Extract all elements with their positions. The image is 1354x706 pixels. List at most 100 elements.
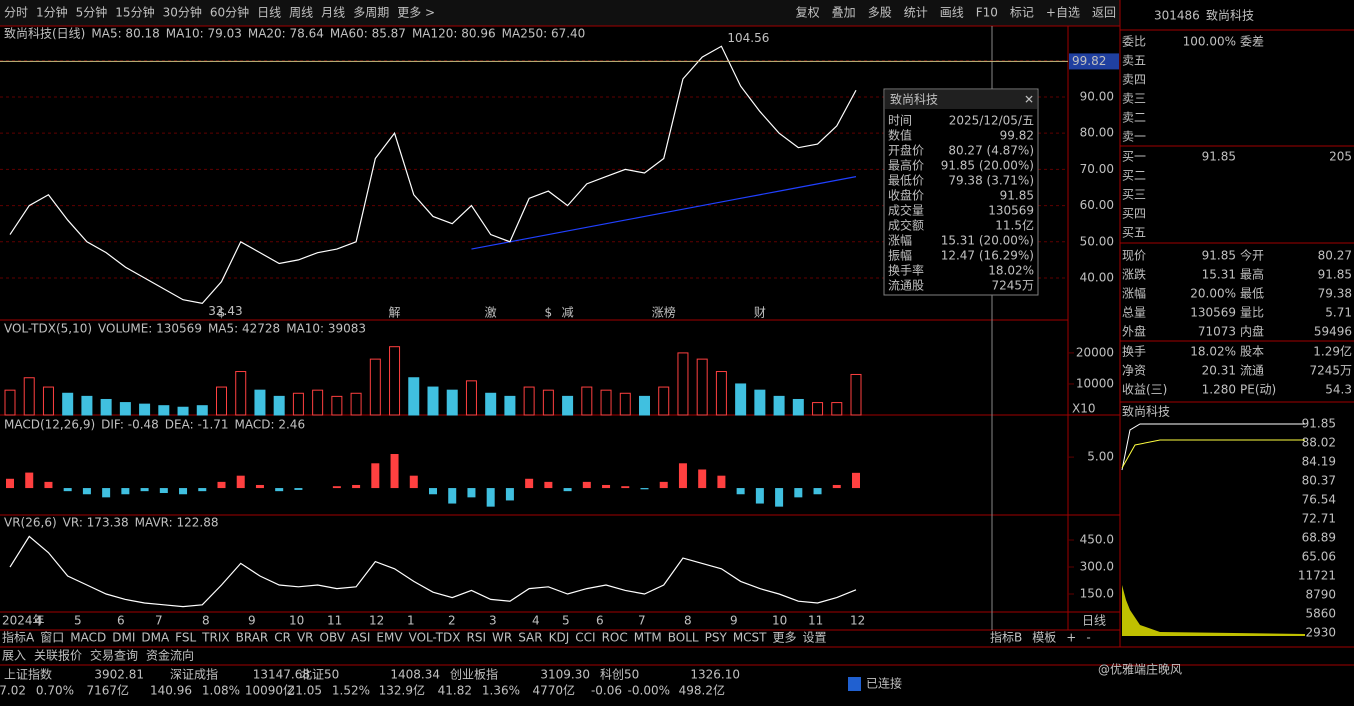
period-button[interactable]: 30分钟: [163, 5, 202, 20]
tab-button[interactable]: +: [1066, 631, 1076, 645]
y-tick-label: 300.0: [1080, 560, 1114, 574]
tool-button[interactable]: 画线: [940, 6, 964, 20]
volume-bar: [389, 346, 401, 416]
period-button[interactable]: 分时: [4, 6, 28, 20]
index-change: 21.05: [288, 684, 322, 698]
volume-bar: [292, 392, 304, 416]
tool-button[interactable]: 叠加: [832, 6, 856, 20]
period-button[interactable]: 更多 >: [397, 6, 435, 20]
toolbar: [0, 0, 1120, 26]
quote-value: 15.31: [1202, 268, 1236, 282]
macd-bar: [467, 488, 476, 498]
indicator-tab[interactable]: OBV: [320, 631, 346, 645]
mini-avg: [1121, 439, 1305, 469]
unit-label: X10: [1072, 402, 1096, 416]
quote-label: 现价: [1122, 249, 1146, 263]
period-button[interactable]: 周线: [289, 6, 313, 20]
period-button[interactable]: 1分钟: [36, 5, 68, 20]
macd-bar: [63, 488, 72, 492]
indicator-tab[interactable]: RSI: [467, 631, 487, 645]
period-button[interactable]: 15分钟: [115, 5, 154, 20]
tool-button[interactable]: 多股: [868, 6, 892, 20]
tab-button[interactable]: 指标B: [990, 630, 1022, 645]
period-button[interactable]: 日线: [257, 6, 281, 20]
tab-button[interactable]: -: [1086, 631, 1090, 645]
period-button[interactable]: 5分钟: [76, 5, 108, 20]
popup-key: 成交额: [888, 218, 924, 233]
x-tick-label: 9: [730, 614, 738, 628]
index-value: 1408.34: [390, 668, 440, 682]
popup-key: 流通股: [888, 279, 924, 293]
indicator-tab[interactable]: 更多: [773, 631, 797, 645]
tool-button[interactable]: 返回: [1092, 6, 1116, 20]
indicator-tab[interactable]: MACD: [70, 631, 106, 645]
bottom-tab[interactable]: 关联报价: [34, 648, 82, 663]
volume-bar: [715, 371, 727, 416]
quote-value: 91.85: [1318, 268, 1352, 282]
macd-bar: [198, 488, 207, 492]
tab-button[interactable]: 模板: [1032, 631, 1056, 645]
period-button[interactable]: 月线: [321, 6, 345, 20]
book-label: 卖三: [1122, 92, 1146, 106]
quote-label: PE(动): [1240, 383, 1276, 397]
mini-price: [1121, 423, 1305, 471]
indicator-tab[interactable]: TRIX: [201, 631, 229, 645]
x-tick-label: 6: [117, 614, 125, 628]
indicator-tab[interactable]: BOLL: [668, 631, 699, 645]
tool-button[interactable]: 复权: [796, 6, 820, 20]
event-tag: 激: [485, 306, 497, 320]
period-button[interactable]: 60分钟: [210, 5, 249, 20]
mini-label: 76.54: [1302, 493, 1336, 507]
vr-line: [9, 535, 857, 608]
indicator-legend: MACD(12,26,9): [4, 418, 95, 432]
indicator-tab[interactable]: DMA: [141, 631, 170, 645]
indicator-tab[interactable]: MCST: [733, 631, 767, 645]
index-pct: 1.52%: [332, 684, 370, 698]
macd-bar: [217, 481, 226, 489]
close-icon: ✕: [1024, 93, 1034, 107]
volume-bar: [850, 373, 862, 416]
indicator-legend: MA20: 78.64: [248, 27, 324, 41]
tool-button[interactable]: 标记: [1010, 6, 1034, 20]
bottom-tab[interactable]: 展入: [2, 649, 26, 663]
tool-button[interactable]: 统计: [904, 6, 928, 20]
indicator-tab[interactable]: VOL-TDX: [409, 631, 461, 645]
quote-label: 量比: [1240, 306, 1264, 320]
quote-value: 130569: [1190, 306, 1236, 320]
indicator-tab[interactable]: ASI: [351, 631, 370, 645]
bottom-tab[interactable]: 资金流向: [146, 648, 194, 663]
indicator-tab[interactable]: ROC: [602, 631, 628, 645]
indicator-tab[interactable]: FSL: [175, 631, 196, 645]
indicator-tab[interactable]: KDJ: [549, 631, 570, 645]
indicator-legend: MA60: 85.87: [330, 27, 406, 41]
indicator-tab[interactable]: WR: [492, 631, 512, 645]
volume-bar: [158, 405, 170, 416]
indicator-tab[interactable]: VR: [297, 631, 314, 645]
x-tick-label: 3: [489, 614, 497, 628]
indicator-tab[interactable]: EMV: [376, 631, 403, 645]
index-amount: 7167亿: [86, 683, 129, 698]
volume-bar: [562, 395, 574, 416]
indicator-tab[interactable]: DMI: [112, 631, 135, 645]
indicator-tab[interactable]: 窗口: [40, 631, 64, 645]
popup-key: 最高价: [888, 158, 924, 173]
indicator-tab[interactable]: CCI: [575, 631, 595, 645]
bottom-tab[interactable]: 交易查询: [90, 648, 138, 663]
cursor-label: 99.82: [1072, 54, 1106, 68]
indicator-tab[interactable]: 设置: [803, 631, 827, 645]
tool-button[interactable]: F10: [976, 6, 998, 20]
period-button[interactable]: 多周期: [353, 6, 389, 20]
indicator-tab[interactable]: 指标A: [2, 630, 35, 645]
indicator-legend: 致尚科技(日线): [4, 27, 85, 41]
tool-button[interactable]: +自选: [1046, 6, 1080, 20]
indicator-tab[interactable]: PSY: [705, 631, 728, 645]
indicator-tab[interactable]: MTM: [634, 631, 662, 645]
quote-label: 换手: [1122, 345, 1146, 359]
indicator-tab[interactable]: BRAR: [236, 631, 269, 645]
indicator-tab[interactable]: CR: [274, 631, 291, 645]
low-label: 32.43: [208, 304, 242, 318]
volume-bar: [639, 395, 650, 416]
indicator-legend: MACD: 2.46: [235, 418, 306, 432]
macd-bar: [179, 488, 188, 495]
indicator-tab[interactable]: SAR: [518, 631, 542, 645]
